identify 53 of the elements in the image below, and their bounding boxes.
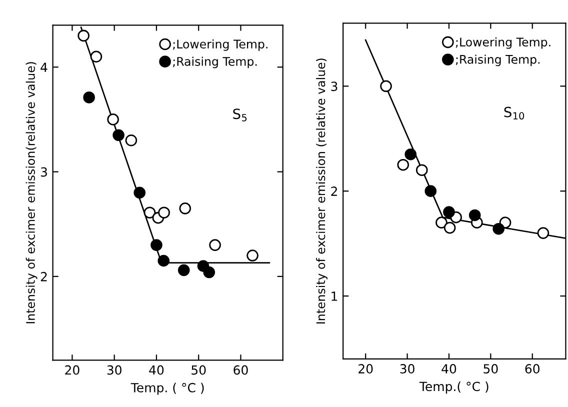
point <box>203 266 216 278</box>
point <box>380 80 392 92</box>
x-tick-label: 40 <box>442 364 456 374</box>
x-tick-label: 60 <box>234 365 248 375</box>
point <box>150 239 162 251</box>
point <box>246 250 258 262</box>
point <box>107 114 119 126</box>
point <box>83 92 95 104</box>
y-tick-label: 1 <box>332 292 338 301</box>
point <box>90 50 102 63</box>
point <box>404 148 417 160</box>
point <box>179 202 192 214</box>
point <box>424 185 437 197</box>
x-axis-title: Temp.( °C ) <box>419 382 488 394</box>
point <box>436 216 448 228</box>
point <box>443 206 455 218</box>
legend-label: ;Raising Temp. <box>173 56 257 68</box>
point <box>468 209 481 222</box>
x-tick-label: 50 <box>484 364 498 374</box>
point <box>397 158 410 171</box>
point <box>112 129 124 142</box>
y-tick-label: 2 <box>40 272 47 282</box>
point <box>158 206 170 219</box>
point <box>158 254 170 267</box>
x-axis-title: Temp. ( °C ) <box>130 382 204 395</box>
x-tick-label: 50 <box>192 365 206 375</box>
x-tick-label: 40 <box>149 365 164 375</box>
x-tick-label: 30 <box>107 365 122 375</box>
y-tick-label: 3 <box>331 82 338 92</box>
point <box>537 227 550 239</box>
annotation: S$_{5}$ <box>233 108 247 122</box>
y-axis-title: Intensity of excimer emission (relative value) <box>316 58 328 324</box>
point <box>416 164 428 176</box>
x-tick-label: 20 <box>358 364 373 374</box>
legend-label: ;Raising Temp. <box>456 54 540 66</box>
point <box>492 222 504 235</box>
point <box>78 30 90 42</box>
legend-label: ;Lowering Temp. <box>173 39 268 51</box>
point <box>444 222 456 234</box>
point <box>125 134 138 146</box>
x-tick-label: 60 <box>525 364 540 374</box>
y-tick-label: 2 <box>331 186 337 196</box>
y-tick-label: 3 <box>40 167 47 177</box>
point <box>134 186 146 199</box>
x-tick-label: 20 <box>65 365 80 375</box>
x-tick-label: 30 <box>400 364 414 374</box>
annotation: S$_{10}$ <box>504 106 524 120</box>
y-tick-label: 4 <box>40 62 48 72</box>
point <box>144 206 156 219</box>
point <box>209 239 221 251</box>
legend-label: ;Lowering Temp. <box>456 37 550 49</box>
point <box>178 264 190 276</box>
y-axis-title: Intensity of excimer emission(relative value) <box>26 62 38 324</box>
